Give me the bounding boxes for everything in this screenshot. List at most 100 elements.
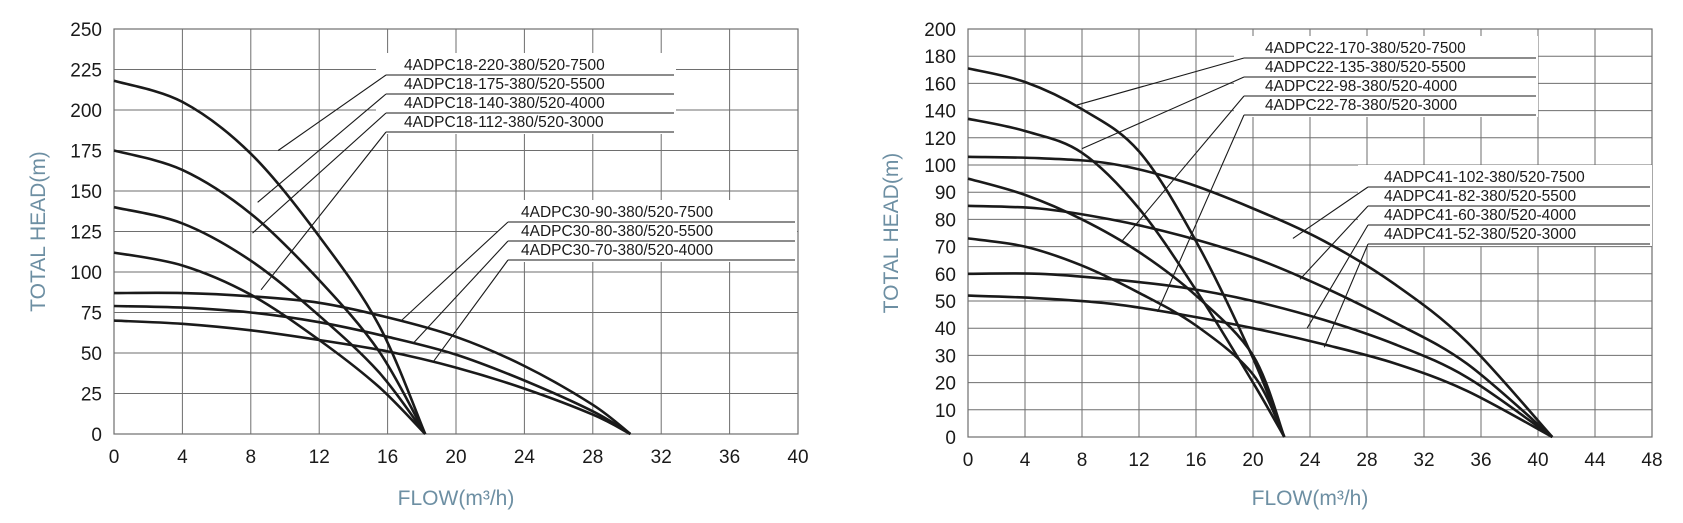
y-tick-label: 150 [70,182,102,203]
series-line [967,204,1554,438]
x-tick-label: 32 [651,447,672,468]
series-line [967,237,1286,438]
legend-leader-line [257,93,387,203]
legend-leader-line [1081,76,1245,150]
x-tick-label: 40 [787,447,808,468]
legend-label: 4ADPC22-98-380/520-4000 [1265,78,1458,95]
series-line [113,291,632,436]
legend-leader-line [1306,224,1369,329]
y-tick-label: 180 [924,47,956,68]
legend-label: 4ADPC41-60-380/520-4000 [1384,207,1577,224]
y-tick-label: 10 [935,401,956,422]
y-tick-label: 75 [81,304,102,325]
y-tick-label: 125 [70,223,102,244]
x-tick-label: 12 [1128,450,1149,471]
legend-label: 4ADPC41-102-380/520-7500 [1384,169,1585,186]
legend-leader-line [252,112,387,234]
y-tick-label: 100 [924,156,956,177]
legend-leader-line [433,259,509,362]
y-tick-label: 225 [70,61,102,82]
y-tick-label: 0 [945,428,956,449]
x-tick-label: 28 [1356,450,1377,471]
y-axis-label: TOTAL HEAD(m) [880,153,903,314]
legend-leader-line [1299,205,1369,280]
legend-label: 4ADPC22-78-380/520-3000 [1265,97,1458,114]
y-tick-label: 200 [70,101,102,122]
y-tick-label: 30 [935,346,956,367]
legend-label: 4ADPC30-90-380/520-7500 [521,204,714,221]
series-line [113,205,427,435]
x-tick-label: 36 [1470,450,1491,471]
x-tick-label: 20 [445,447,466,468]
series-line [967,117,1286,438]
y-tick-label: 120 [924,129,956,150]
legend-label: 4ADPC41-82-380/520-5500 [1384,188,1577,205]
x-tick-label: 44 [1584,450,1606,471]
series-line [967,272,1554,439]
x-tick-label: 24 [514,447,536,468]
y-tick-label: 90 [935,183,956,204]
legend-leader-line [412,240,509,344]
legend-group: 4ADPC30-90-380/520-7500 4ADPC30-80-380/52… [400,200,797,362]
legend-leader-line [1323,243,1369,348]
x-tick-label: 32 [1413,450,1434,471]
y-tick-label: 140 [924,102,956,123]
chart-panel-2: 0 4 8 12 16 20 24 28 32 36 40 44 4801020304050607080… [880,20,1663,510]
y-tick-label: 80 [935,210,956,231]
legend-background [498,200,797,262]
x-tick-label: 0 [109,447,120,468]
legend-leader-line [277,74,387,151]
y-tick-label: 70 [935,238,956,259]
x-tick-label: 0 [963,450,974,471]
legend-leader-line [1157,114,1245,313]
legend-group: 4ADPC22-170-380/520-7500 4ADPC22-135-380/… [1076,36,1538,313]
x-tick-label: 24 [1299,450,1321,471]
y-tick-label: 200 [924,20,956,41]
y-tick-label: 160 [924,74,956,95]
legend-label: 4ADPC18-175-380/520-5500 [404,76,605,93]
series-line [113,319,631,436]
y-tick-label: 40 [935,319,956,340]
legend-label: 4ADPC18-220-380/520-7500 [404,57,605,74]
x-tick-label: 8 [1077,450,1088,471]
legend-label: 4ADPC41-52-380/520-3000 [1384,226,1577,243]
y-tick-label: 50 [935,292,956,313]
legend-leader-line [1076,57,1245,106]
x-tick-label: 28 [582,447,603,468]
x-tick-label: 12 [309,447,330,468]
legend-group: 4ADPC41-102-380/520-7500 4ADPC41-82-380/5… [1292,165,1652,348]
series-line [113,79,427,435]
series-line [967,155,1554,438]
series-line [113,304,632,436]
chart-panel-1: 0 4 8 12 16 20 24 28 32 36 40 0 25 50 75 100 125 150 175 20… [27,20,809,510]
legend-leader-line [260,131,387,291]
y-tick-label: 25 [81,385,102,406]
legend-label: 4ADPC18-140-380/520-4000 [404,95,605,112]
x-tick-label: 4 [177,447,188,468]
y-tick-label: 100 [70,263,102,284]
y-tick-label: 60 [935,265,956,286]
x-axis-label: FLOW(m³/h) [1252,487,1369,510]
legend-group: 4ADPC18-220-380/520-7500 4ADPC18-175-380/… [252,53,676,291]
x-tick-label: 40 [1527,450,1548,471]
legend-leader-line [1292,186,1369,239]
x-tick-label: 20 [1242,450,1263,471]
y-tick-label: 250 [70,20,102,41]
legend-leader-line [1121,95,1245,242]
legend-label: 4ADPC22-170-380/520-7500 [1265,40,1466,57]
plot-frame [113,28,799,435]
legend-leader-line [400,221,509,322]
legend-label: 4ADPC30-70-380/520-4000 [521,242,714,259]
x-tick-label: 36 [719,447,740,468]
legend-label: 4ADPC18-112-380/520-3000 [404,114,604,131]
x-tick-label: 16 [1185,450,1206,471]
x-tick-label: 16 [377,447,398,468]
series-line [967,177,1286,438]
x-tick-label: 4 [1020,450,1031,471]
y-tick-label: 175 [70,142,102,163]
legend-label: 4ADPC30-80-380/520-5500 [521,223,714,240]
y-tick-label: 50 [81,344,102,365]
x-axis-label: FLOW(m³/h) [398,487,515,510]
series-line [113,149,427,435]
